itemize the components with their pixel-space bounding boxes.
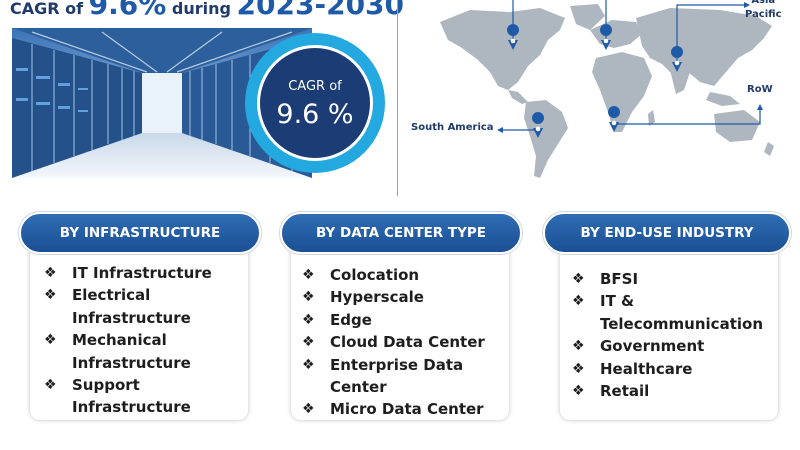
diamond-bullet-icon: ❖ <box>302 401 315 418</box>
world-map <box>440 0 774 178</box>
segment-list-end-use-industry: ❖ BFSI ❖ IT & Telecommunication ❖ Governmen… <box>572 268 772 402</box>
diamond-bullet-icon: ❖ <box>572 338 585 355</box>
map-pins <box>507 24 684 138</box>
list-item: ❖ Government <box>572 335 772 357</box>
list-item: ❖ Retail <box>572 380 772 402</box>
segment-title-end-use-industry: BY END-USE INDUSTRY <box>543 212 791 254</box>
diamond-bullet-icon: ❖ <box>302 289 315 306</box>
diamond-bullet-icon: ❖ <box>44 287 57 304</box>
list-item: ❖ Enterprise Data Center <box>302 355 464 397</box>
diamond-bullet-icon: ❖ <box>44 377 57 394</box>
segment-card-data-center-type <box>291 240 509 420</box>
pin-icon-europe <box>600 24 613 50</box>
cagr-badge-value: 9.6 % <box>276 99 354 130</box>
list-item: ❖ Edge <box>302 309 517 331</box>
map-landmass <box>440 4 774 178</box>
diamond-bullet-icon: ❖ <box>302 356 315 373</box>
list-item: ❖ BFSI <box>572 268 772 290</box>
headline-middle: during <box>166 0 237 18</box>
headline-period: 2023-2030 <box>236 0 405 21</box>
list-item: ❖ Hyperscale <box>302 286 517 308</box>
diamond-bullet-icon: ❖ <box>572 360 585 377</box>
headline: CAGR of 9.6% during 2023-2030 <box>10 0 404 21</box>
list-item: ❖ Electrical Infrastructure <box>44 286 191 327</box>
list-item: ❖ IT Infrastructure <box>44 262 244 284</box>
region-label-asia-pacific: Asia Pacific <box>745 0 782 20</box>
list-item: ❖ Support Infrastructure <box>44 376 191 417</box>
segment-list-data-center-type: ❖ Colocation ❖ Hyperscale ❖ Edge ❖ Cloud Dat… <box>302 264 517 421</box>
region-label-south-america: South America <box>411 122 494 133</box>
headline-prefix: CAGR of <box>10 0 89 18</box>
diamond-bullet-icon: ❖ <box>572 383 585 400</box>
segment-card-infrastructure <box>30 240 248 420</box>
list-item: ❖ Healthcare <box>572 358 772 380</box>
segment-list-infrastructure: ❖ IT Infrastructure ❖ Electrical Infrastru… <box>44 262 244 419</box>
cagr-badge <box>257 45 373 161</box>
list-item: ❖ Colocation <box>302 264 517 286</box>
pin-icon-asia-pacific <box>671 46 684 72</box>
list-item: ❖ Mechanical Infrastructure <box>44 331 191 372</box>
diamond-bullet-icon: ❖ <box>572 293 585 310</box>
segment-title-infrastructure: BY INFRASTRUCTURE <box>19 212 261 254</box>
segment-card-end-use-industry <box>560 240 778 420</box>
pin-icon-row <box>608 106 621 132</box>
diamond-bullet-icon: ❖ <box>302 334 315 351</box>
list-item: ❖ IT & Telecommunication <box>572 292 763 333</box>
diamond-bullet-icon: ❖ <box>572 271 585 287</box>
pin-icon-north-america <box>507 24 520 50</box>
segment-title-data-center-type: BY DATA CENTER TYPE <box>280 212 522 254</box>
cagr-badge-label: CAGR of <box>288 79 342 94</box>
diamond-bullet-icon: ❖ <box>302 267 315 283</box>
list-item: ❖ Cloud Data Center <box>302 331 517 353</box>
diamond-bullet-icon: ❖ <box>44 265 57 281</box>
list-item: ❖ Micro Data Center <box>302 398 517 420</box>
headline-cagr-value: 9.6% <box>88 0 167 21</box>
region-label-row: RoW <box>747 84 773 95</box>
vertical-divider <box>397 0 398 196</box>
diamond-bullet-icon: ❖ <box>44 332 57 349</box>
diamond-bullet-icon: ❖ <box>302 311 315 328</box>
pin-icon-south-america <box>532 112 545 138</box>
